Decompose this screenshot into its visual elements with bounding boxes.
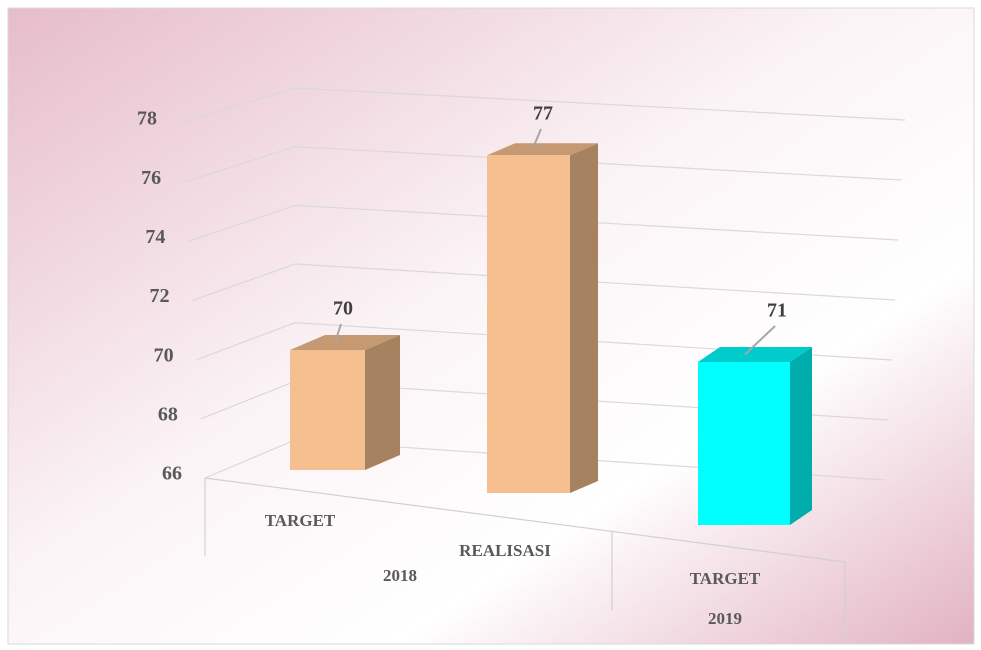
grid: 66 68 70 72 74 76 78 — [137, 87, 906, 485]
grid-line — [192, 263, 896, 302]
y-tick-label: 76 — [141, 167, 161, 189]
grid-line — [179, 87, 906, 124]
leader-line — [744, 325, 776, 356]
axis-line — [204, 477, 846, 563]
y-tick-label: 68 — [158, 403, 178, 425]
bar — [487, 155, 570, 494]
x-tick-label: TARGET — [690, 569, 761, 588]
x-tick-label: TARGET — [265, 511, 336, 530]
bar-side — [570, 143, 598, 494]
bar-side — [790, 347, 812, 525]
bar — [698, 362, 790, 525]
bar-top — [698, 347, 812, 362]
leader-line — [531, 128, 542, 150]
y-tick-label: 78 — [137, 108, 157, 130]
y-tick-label: 72 — [150, 285, 170, 307]
leader-line — [334, 323, 342, 343]
bars: 70 TARGET 77 REALISASI 71 TARGET 2018 2019 — [265, 103, 812, 628]
grid-line — [188, 204, 899, 242]
bar-top — [290, 335, 400, 350]
bar — [290, 350, 365, 470]
y-tick-label: 66 — [162, 463, 182, 485]
y-tick-label: 70 — [154, 344, 174, 366]
data-label: 77 — [533, 103, 553, 125]
x-tick-label: REALISASI — [459, 541, 551, 560]
category-axis — [204, 477, 846, 640]
y-tick-label: 74 — [145, 226, 165, 248]
bar-top — [487, 143, 598, 156]
group-label: 2018 — [383, 566, 417, 585]
group-label: 2019 — [708, 609, 742, 628]
data-label: 70 — [333, 298, 353, 320]
grid-line — [183, 146, 902, 183]
bar-side — [365, 335, 400, 470]
grid-line — [196, 322, 892, 361]
data-label: 71 — [767, 300, 787, 322]
